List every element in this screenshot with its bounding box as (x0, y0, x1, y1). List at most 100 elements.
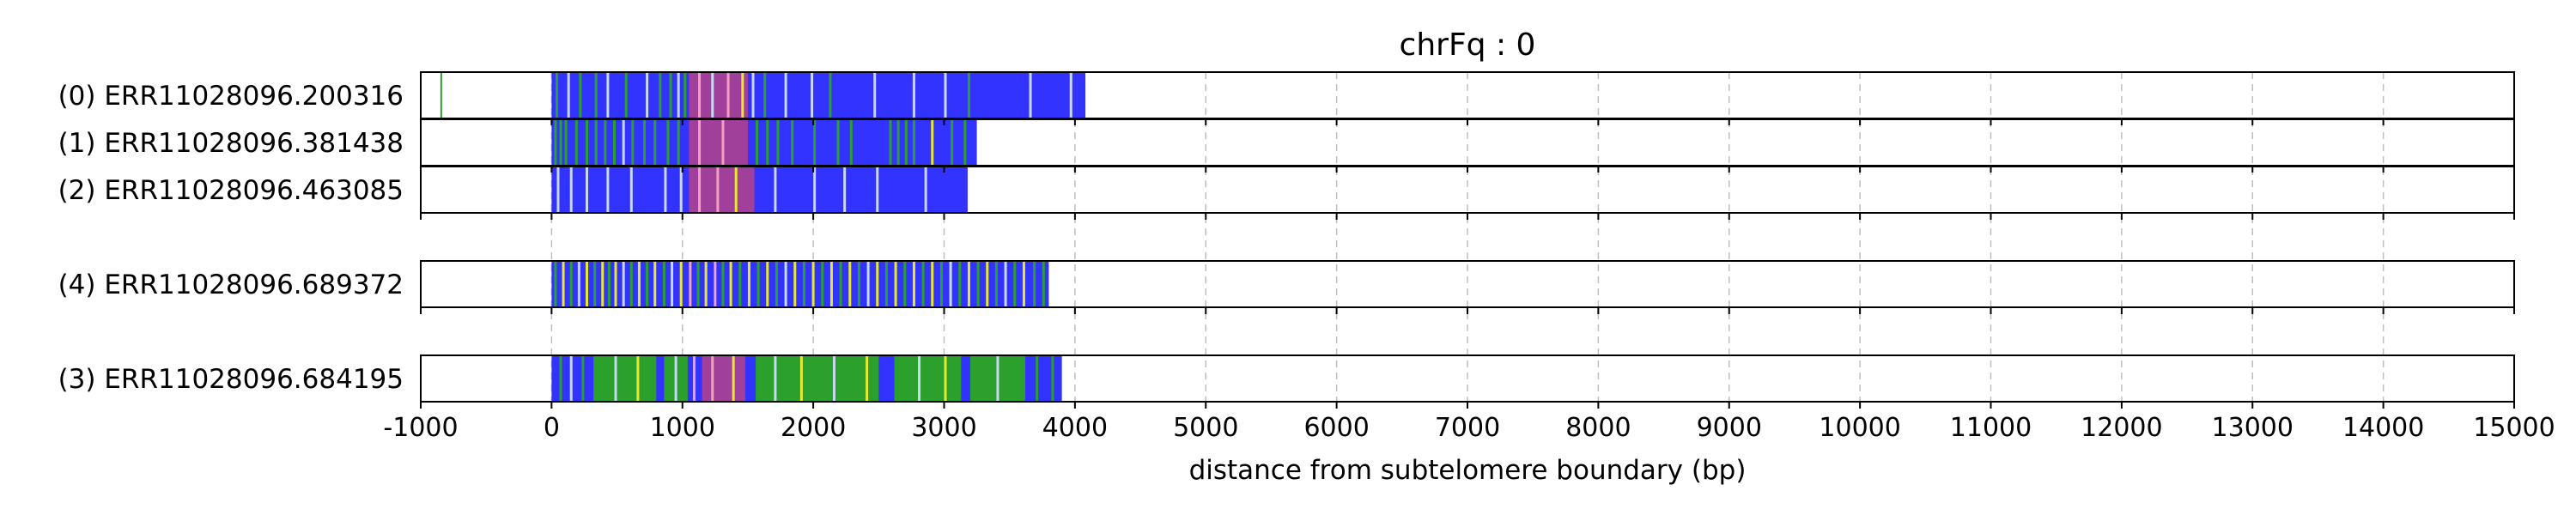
read-stripe (836, 120, 840, 165)
read-stripe (931, 120, 934, 165)
x-tick-label: 9000 (1697, 413, 1762, 443)
read-stripe (849, 120, 853, 165)
read-stripe (559, 120, 562, 165)
read-stripe (721, 120, 725, 165)
read-stripe (604, 120, 607, 165)
read-stripe (734, 167, 738, 212)
read-stripe (569, 262, 573, 306)
read-stripe (889, 120, 892, 165)
read-stripe (811, 262, 815, 306)
read-stripe (721, 262, 725, 306)
read-stripe (698, 120, 702, 165)
read-stripe (711, 73, 714, 118)
read-stripe (629, 167, 633, 212)
read-stripe (776, 120, 780, 165)
x-tick-label: 11000 (1950, 413, 2032, 443)
read-stripe (646, 262, 649, 306)
read-stripe (843, 167, 847, 212)
read-body (551, 73, 1086, 118)
read-stripe (829, 262, 833, 306)
read-stripe (756, 262, 760, 306)
read-stripe (659, 73, 662, 118)
read-stripe (738, 262, 742, 306)
read-stripe (554, 262, 557, 306)
read-stripe (622, 262, 625, 306)
read-stripe (751, 73, 755, 118)
read-stripe (696, 262, 700, 306)
x-axis: -1000 0 1000 2000 3000 4000 5000 6000 7000 8000 90… (383, 118, 2555, 443)
read-stripe (857, 262, 860, 306)
x-tick-label: 0 (544, 413, 560, 443)
x-axis-label: distance from subtelomere boundary (bp) (1189, 455, 1747, 486)
track-0: (0) ERR11028096.200316 (58, 71, 2515, 119)
read-stripe (562, 262, 565, 306)
read-stripe (1029, 73, 1032, 118)
read-stripe (912, 262, 915, 306)
read-stripe (876, 262, 879, 306)
read-stripe (559, 356, 562, 401)
read-stripe (732, 356, 735, 401)
read-stripe (653, 120, 657, 165)
read-stripe (606, 73, 610, 118)
read-stripe (585, 167, 588, 212)
read-stripe (793, 262, 797, 306)
read-stripe (556, 167, 560, 212)
read-stripe (866, 262, 870, 306)
track-label: (1) ERR11028096.381438 (58, 128, 404, 159)
read-body (551, 167, 968, 212)
track-label: (4) ERR11028096.689372 (58, 270, 404, 300)
x-tick-label: 3000 (911, 413, 976, 443)
read-stripe (614, 356, 617, 401)
read-stripe (646, 73, 649, 118)
read-stripe (643, 120, 647, 165)
x-tick-label: 12000 (2081, 413, 2162, 443)
read-stripe (813, 120, 817, 165)
read-stripe (1069, 73, 1072, 118)
read-stripe (802, 262, 805, 306)
tracks-layer: (0) ERR11028096.200316 (1) ERR11028096.38… (58, 71, 2515, 403)
read-stripe (1051, 356, 1054, 401)
x-tick-label: 13000 (2212, 413, 2293, 443)
read-stripe (986, 262, 989, 306)
read-segment (689, 120, 748, 165)
x-tick-label: 8000 (1565, 413, 1631, 443)
read-stripe (569, 356, 573, 401)
read-stripe (711, 356, 714, 401)
read-stripe (967, 73, 970, 118)
read-stripe (567, 73, 570, 118)
read-stripe (963, 120, 967, 165)
x-tick-label: 4000 (1042, 413, 1108, 443)
read-stripe (653, 262, 657, 306)
read-stripe (729, 262, 732, 306)
read-stripe (631, 120, 635, 165)
x-tick-label: 14000 (2342, 413, 2424, 443)
read-stripe (698, 73, 702, 118)
read-stripe (931, 262, 934, 306)
read-stripe (866, 356, 869, 401)
read-stripe (662, 262, 665, 306)
read-stripe (555, 73, 558, 118)
read-stripe (832, 356, 835, 401)
read-stripe (666, 120, 670, 165)
read-stripe (944, 356, 947, 401)
read-stripe (924, 167, 927, 212)
read-stripe (944, 73, 947, 118)
read-stripe (774, 167, 777, 212)
read-stripe (763, 73, 767, 118)
x-tick-label: 5000 (1173, 413, 1238, 443)
read-stripe (679, 167, 683, 212)
read-segment (894, 356, 962, 401)
track-4: (3) ERR11028096.684195 (58, 354, 2515, 403)
read-stripe (692, 356, 696, 401)
read-stripe (939, 262, 943, 306)
read-stripe (601, 262, 605, 306)
x-tick-label: 10000 (1819, 413, 1900, 443)
read-stripe (577, 262, 580, 306)
read-stripe (912, 73, 915, 118)
read-stripe (829, 73, 832, 118)
track-3: (4) ERR11028096.689372 (58, 260, 2515, 308)
read-stripe (677, 120, 680, 165)
read-stripe (976, 262, 980, 306)
read-stripe (967, 262, 970, 306)
read-stripe (821, 262, 824, 306)
